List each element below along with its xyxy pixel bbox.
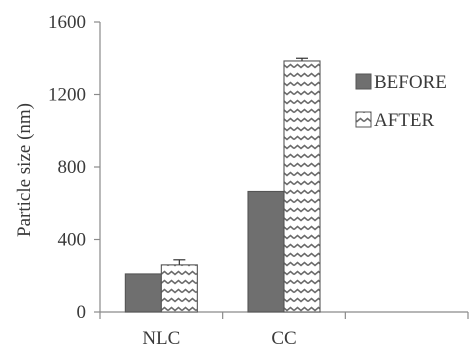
legend-swatch	[355, 73, 372, 90]
legend-label: BEFORE	[374, 72, 447, 93]
x-tick-label: CC	[271, 328, 296, 349]
legend-swatch	[355, 111, 372, 128]
y-tick-label: 800	[58, 157, 87, 178]
y-axis-title: Particle size (nm)	[14, 103, 35, 237]
bar-nlc-before	[124, 273, 162, 313]
y-tick-label: 0	[77, 302, 87, 323]
bar-cc-before	[247, 190, 285, 313]
bars	[124, 57, 321, 313]
bar-nlc-after	[160, 264, 198, 313]
y-tick-label: 400	[58, 230, 87, 251]
x-tick-label: NLC	[142, 328, 180, 349]
y-tick-label: 1200	[48, 85, 86, 106]
bar-cc-after	[283, 60, 321, 313]
tick-labels: 0 400 800 1200 1600 NLC CC	[48, 12, 297, 349]
legend-label: AFTER	[374, 110, 435, 131]
legend: BEFORE AFTER	[355, 72, 447, 131]
y-tick-label: 1600	[48, 12, 86, 33]
